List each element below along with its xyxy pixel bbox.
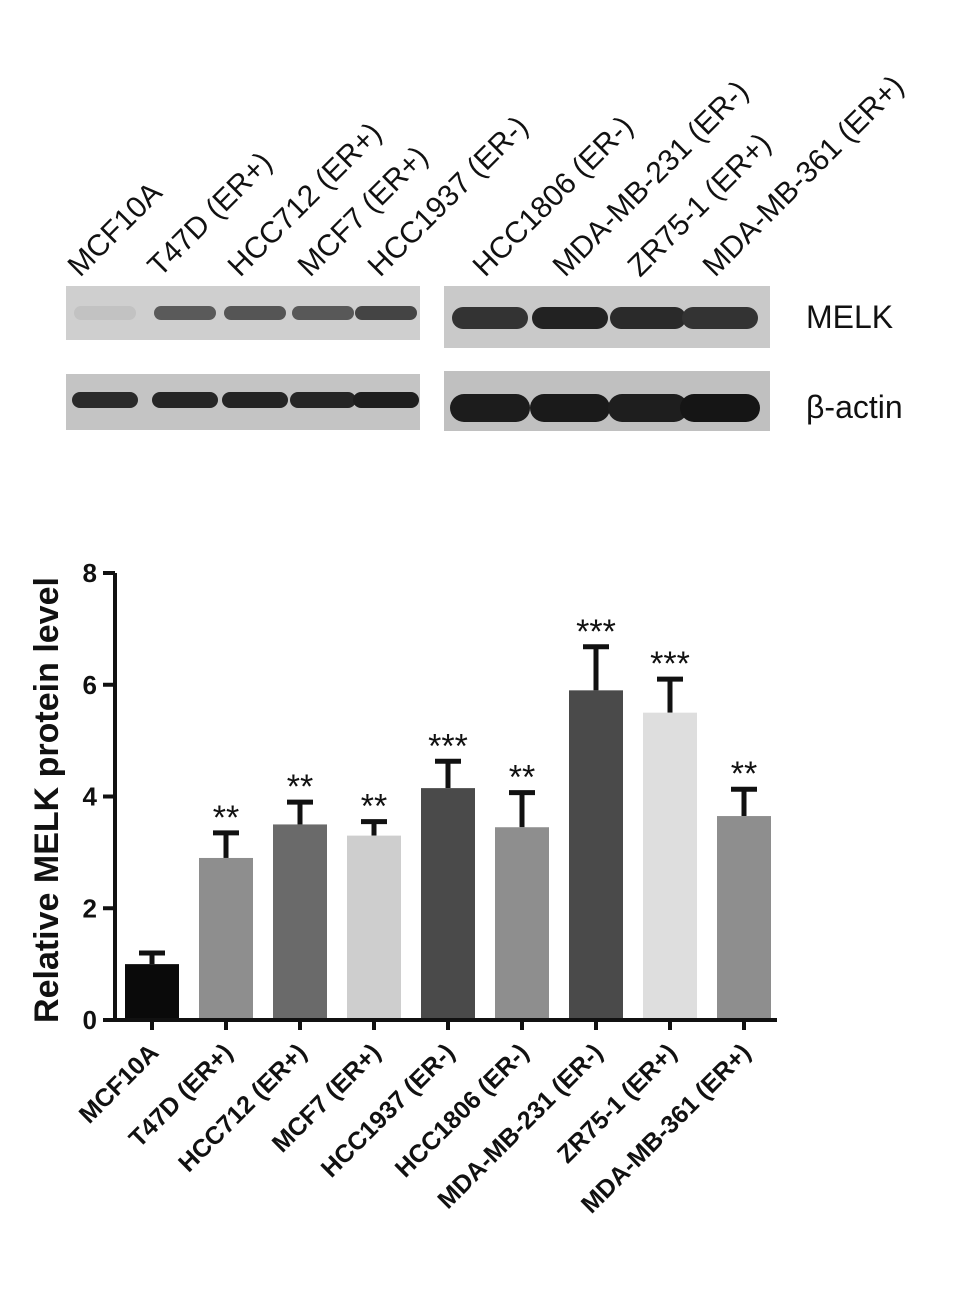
- bar: [569, 690, 623, 1020]
- x-category-label: HCC1937 (ER-): [316, 1038, 461, 1183]
- y-tick-label: 6: [83, 670, 97, 700]
- significance-label: **: [509, 759, 535, 797]
- blot-row-label-melk: MELK: [806, 299, 893, 335]
- y-tick-label: 8: [83, 558, 97, 588]
- blot-row-label-actin: β-actin: [806, 389, 903, 425]
- significance-label: **: [361, 788, 387, 826]
- blot-band: [532, 307, 608, 329]
- bar: [199, 857, 253, 1020]
- blot-band: [682, 307, 758, 329]
- blot-band: [152, 392, 218, 408]
- bar: [643, 712, 697, 1020]
- blot-band: [222, 392, 288, 408]
- blot-membrane-melk-left: [66, 286, 420, 340]
- significance-label: ***: [650, 645, 690, 683]
- bar: [495, 827, 549, 1020]
- significance-label: **: [287, 768, 313, 806]
- blot-band: [608, 394, 688, 422]
- significance-label: ***: [428, 727, 468, 765]
- significance-label: **: [731, 755, 757, 793]
- blot-band: [224, 306, 286, 320]
- x-category-label: HCC1806 (ER-): [390, 1038, 535, 1183]
- x-category-label: HCC712 (ER+): [173, 1038, 312, 1177]
- bar: [421, 788, 475, 1020]
- blot-band: [530, 394, 610, 422]
- blot-band: [74, 306, 136, 320]
- blot-band: [353, 392, 419, 408]
- bar: [717, 816, 771, 1020]
- blot-membrane-melk-right: [444, 286, 770, 348]
- blot-band: [452, 307, 528, 329]
- bar: [347, 835, 401, 1020]
- y-tick-label: 0: [83, 1005, 97, 1035]
- y-tick-label: 2: [83, 893, 97, 923]
- blot-band: [355, 306, 417, 320]
- blot-band: [72, 392, 138, 408]
- blot-band: [610, 307, 686, 329]
- bars: *******************: [125, 613, 771, 1020]
- y-axis: 0 2 4 6 8: [83, 558, 117, 1035]
- blot-band: [680, 394, 760, 422]
- blot-band: [450, 394, 530, 422]
- blot-band: [154, 306, 216, 320]
- blot-band: [290, 392, 356, 408]
- blot-band: [292, 306, 354, 320]
- significance-label: ***: [576, 613, 616, 651]
- blot-membrane-actin-right: [444, 371, 770, 431]
- y-tick-label: 4: [83, 782, 98, 812]
- y-axis-label: Relative MELK protein level: [28, 577, 66, 1023]
- bar: [273, 824, 327, 1020]
- significance-label: **: [213, 799, 239, 837]
- blot-membrane-actin-left: [66, 374, 420, 430]
- bar: [125, 964, 179, 1020]
